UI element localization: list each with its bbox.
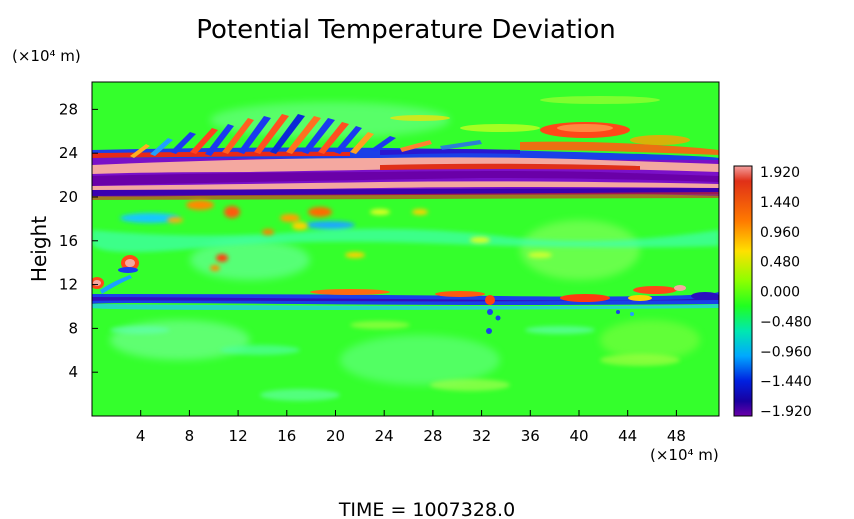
heatmap-field xyxy=(92,82,719,416)
x-tick-label: 12 xyxy=(229,427,248,445)
x-tick-label: 4 xyxy=(136,427,146,445)
y-unit-label: (×10⁴ m) xyxy=(12,47,81,65)
y-axis: 4 8 12 16 20 24 28 xyxy=(59,100,98,381)
colorbar-label: −1.920 xyxy=(760,404,812,420)
lower-band xyxy=(92,285,719,334)
colorbar-label: −1.440 xyxy=(760,374,812,390)
x-tick-label: 48 xyxy=(667,427,686,445)
colorbar-label: −0.480 xyxy=(760,314,812,330)
colorbar-label: 0.960 xyxy=(760,225,800,241)
lower-texture xyxy=(110,321,680,401)
y-tick-label: 12 xyxy=(59,276,78,294)
x-tick-label: 28 xyxy=(423,427,442,445)
y-tick-label: 8 xyxy=(68,319,78,337)
colorbar-labels: 1.920 1.440 0.960 0.480 0.000 −0.480 −0.960 −1.… xyxy=(760,165,812,420)
x-tick-label: 8 xyxy=(185,427,195,445)
time-label: TIME = 1007328.0 xyxy=(338,499,515,519)
colorbar-label: 0.000 xyxy=(760,285,800,301)
y-axis-label: Height xyxy=(27,216,51,282)
x-axis: 4 8 12 16 20 24 28 32 36 40 44 48 xyxy=(136,410,686,445)
x-tick-label: 32 xyxy=(472,427,491,445)
colorbar-label: 1.920 xyxy=(760,165,800,181)
x-tick-label: 16 xyxy=(277,427,296,445)
x-tick-label: 20 xyxy=(326,427,345,445)
colorbar-label: −0.960 xyxy=(760,344,812,360)
upper-band xyxy=(92,141,719,200)
plot-frame xyxy=(91,81,720,417)
x-tick-label: 24 xyxy=(375,427,394,445)
y-tick-label: 16 xyxy=(59,232,78,250)
colorbar-label: 0.480 xyxy=(760,255,800,271)
colorbar-label: 1.440 xyxy=(760,195,800,211)
left-blobs xyxy=(92,255,139,294)
wave-stripes xyxy=(130,96,690,158)
colorbar xyxy=(733,165,753,417)
x-tick-label: 36 xyxy=(521,427,540,445)
chart-title: Potential Temperature Deviation xyxy=(196,15,616,45)
x-tick-label: 44 xyxy=(618,427,637,445)
y-tick-label: 24 xyxy=(59,144,78,162)
y-tick-label: 28 xyxy=(59,100,78,118)
x-tick-label: 40 xyxy=(569,427,588,445)
mid-spots xyxy=(167,200,552,271)
x-unit-label: (×10⁴ m) xyxy=(650,446,719,464)
y-tick-label: 4 xyxy=(68,363,78,381)
y-tick-label: 20 xyxy=(59,188,78,206)
